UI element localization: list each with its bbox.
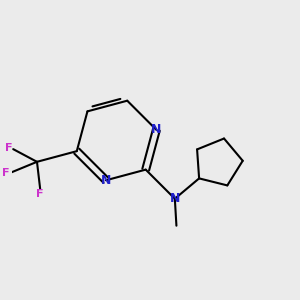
Text: N: N [170, 192, 180, 205]
Text: N: N [101, 174, 111, 187]
Text: F: F [2, 168, 9, 178]
Text: F: F [36, 188, 44, 199]
Text: F: F [5, 142, 12, 153]
Text: N: N [151, 123, 162, 136]
